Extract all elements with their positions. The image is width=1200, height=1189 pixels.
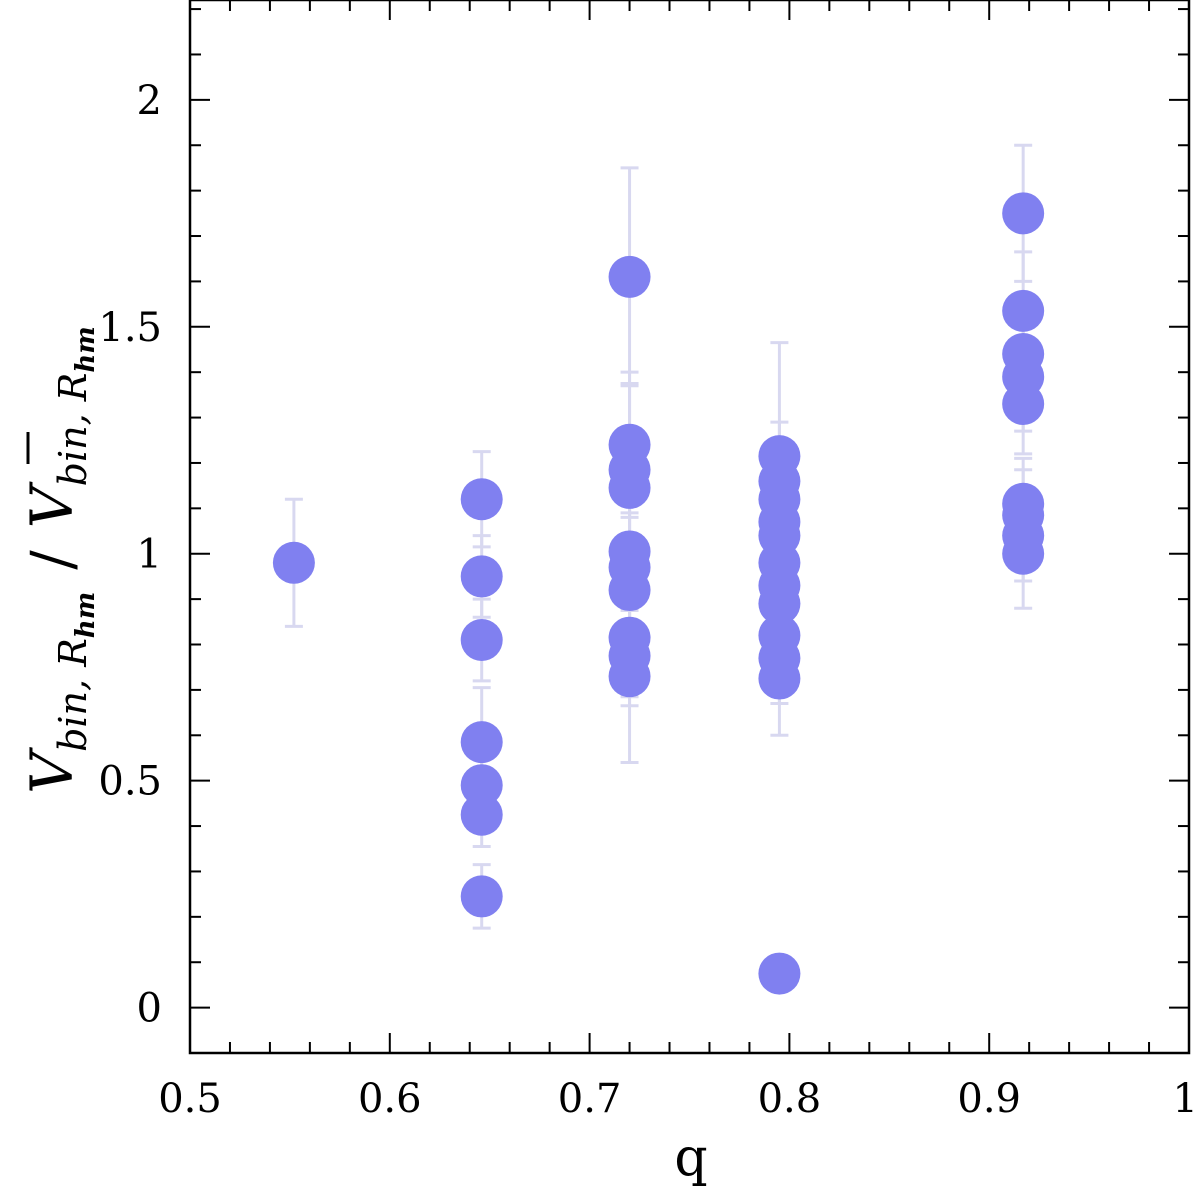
data-point xyxy=(1002,382,1045,425)
y-title-den-subsub: hm xyxy=(71,326,101,372)
data-point xyxy=(608,255,651,298)
x-tick-label: 1 xyxy=(1173,1076,1198,1122)
y-tick-labels: 0 0.5 1 1.5 2 xyxy=(98,78,162,1032)
data-point xyxy=(272,541,315,584)
y-title-num-sub: bin, R xyxy=(51,638,95,752)
x-tick-labels: 0.5 0.6 0.7 0.8 0.9 1 xyxy=(158,1076,1198,1122)
plot-frame xyxy=(188,0,1191,1055)
data-point xyxy=(460,875,503,918)
y-title-num-main: V xyxy=(18,747,86,794)
y-title-slash: / xyxy=(18,550,86,570)
y-tick-label: 2 xyxy=(137,78,162,124)
x-tick-label: 0.9 xyxy=(957,1076,1021,1122)
x-tick-label: 0.8 xyxy=(758,1076,822,1122)
data-point xyxy=(460,618,503,661)
x-axis-title: q xyxy=(674,1128,707,1188)
x-tick-label: 0.6 xyxy=(358,1076,422,1122)
data-point xyxy=(608,655,651,698)
data-point xyxy=(758,952,801,995)
data-point xyxy=(1002,289,1045,332)
y-tick-label: 1 xyxy=(137,532,162,578)
data-point xyxy=(1002,532,1045,575)
data-point xyxy=(608,569,651,612)
error-bars xyxy=(284,143,1033,930)
y-title-num-subsub: hm xyxy=(71,592,101,638)
data-point xyxy=(758,582,801,625)
data-point xyxy=(460,721,503,764)
y-tick-label: 0 xyxy=(137,986,162,1032)
y-title-den-main: V xyxy=(18,481,86,528)
svg-text:Vbin, Rhm/Vbin, Rhm: Vbin, Rhm/Vbin, Rhm xyxy=(18,326,101,794)
x-tick-label: 0.7 xyxy=(558,1076,622,1122)
data-point xyxy=(460,793,503,836)
data-point xyxy=(608,466,651,509)
data-point xyxy=(460,478,503,521)
data-point xyxy=(758,657,801,700)
data-points xyxy=(272,192,1045,995)
data-point xyxy=(460,764,503,807)
data-point xyxy=(460,555,503,598)
y-tick-label: 1.5 xyxy=(98,305,162,351)
axis-ticks xyxy=(189,0,1190,1054)
y-axis-title: Vbin, Rhm/Vbin, Rhm xyxy=(18,326,101,794)
y-tick-label: 0.5 xyxy=(98,759,162,805)
data-point xyxy=(1002,192,1045,235)
y-title-den-sub: bin, R xyxy=(51,373,95,487)
x-tick-label: 0.5 xyxy=(158,1076,222,1122)
